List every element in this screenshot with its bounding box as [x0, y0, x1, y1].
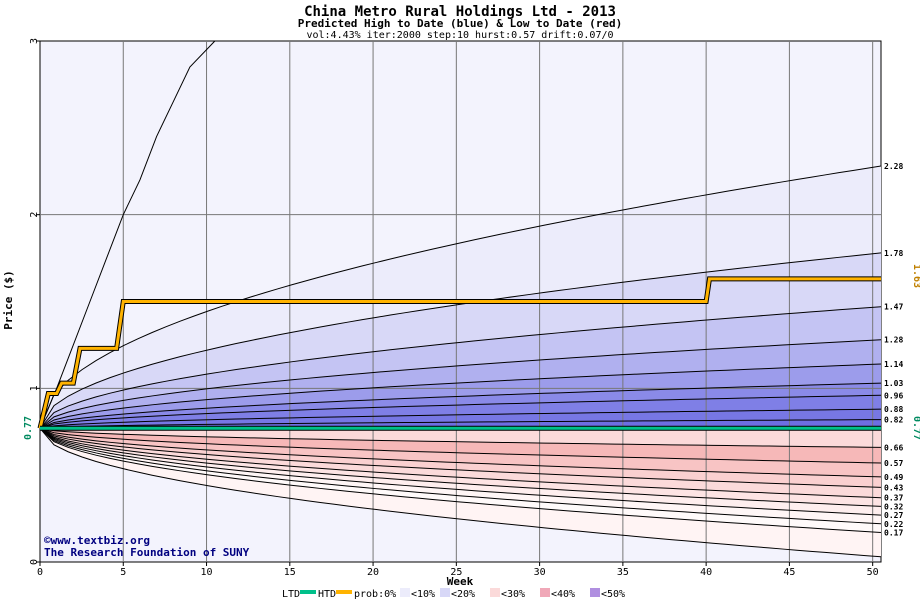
- curves-layer: [39, 40, 882, 558]
- high-curve-0: [39, 165, 882, 429]
- high-curve-5: [39, 382, 882, 429]
- high-curve-6: [39, 394, 882, 429]
- high-curve-2: [39, 306, 882, 429]
- high-end-label-3: 1.28: [884, 336, 903, 345]
- legend-htd: HTD: [318, 589, 336, 600]
- legend-item-2: <30%: [501, 589, 525, 600]
- x-tick-label-30: 30: [534, 567, 546, 578]
- low-curve-outer: [39, 427, 882, 558]
- chart-params: vol:4.43% iter:2000 step:10 hurst:0.57 d…: [306, 30, 613, 41]
- x-tick-label-20: 20: [367, 567, 379, 578]
- x-tick-label-15: 15: [284, 567, 296, 578]
- legend-item-4: <50%: [601, 589, 625, 600]
- chart-title: China Metro Rural Holdings Ltd - 2013: [304, 4, 616, 20]
- legend-item-1: <20%: [451, 589, 475, 600]
- high-curve-8: [39, 419, 882, 429]
- low-curve-2: [39, 427, 882, 478]
- high-end-label-2: 1.47: [884, 303, 903, 312]
- x-tick-label-40: 40: [700, 567, 712, 578]
- x-axis-label: Week: [447, 575, 474, 588]
- credit-org: The Research Foundation of SUNY: [44, 546, 250, 559]
- y-tick-label-1: 1: [29, 385, 40, 391]
- low-end-label-5: 0.32: [884, 502, 903, 511]
- high-curve-outer: [39, 40, 216, 429]
- low-end-label-2: 0.49: [884, 473, 903, 482]
- legend-swatch-2: [490, 588, 500, 597]
- low-curve-0: [39, 427, 882, 448]
- y-tick-label-3: 3: [29, 38, 40, 44]
- low-end-label-4: 0.37: [884, 494, 903, 503]
- low-end-label-7: 0.22: [884, 520, 903, 529]
- x-tick-label-0: 0: [37, 567, 43, 578]
- y-tick-label-2: 2: [29, 212, 40, 218]
- credit-site: ©www.textbiz.org: [44, 534, 150, 547]
- legend-item-0: <10%: [411, 589, 435, 600]
- high-curve-7: [39, 408, 882, 429]
- y-tick-label-0: 0: [29, 559, 40, 565]
- x-tick-label-50: 50: [867, 567, 879, 578]
- legend-htd-swatch: [336, 590, 352, 594]
- low-curve-8: [39, 427, 882, 533]
- right-labels-layer: 2.28 1.78 1.47 1.28 1.14 1.03 0.96 0.88 0.82 0.66…: [884, 162, 903, 537]
- x-tick-label-45: 45: [783, 567, 795, 578]
- high-curve-1: [39, 252, 882, 429]
- high-end-label-1: 1.78: [884, 249, 903, 258]
- legend: LTD HTD prob:0% <10% <20% <30% <40% <50%: [282, 588, 625, 600]
- low-curve-6: [39, 427, 882, 516]
- end-ltd-label: 0.77: [911, 416, 920, 440]
- low-end-label-6: 0.27: [884, 511, 903, 520]
- start-price-label: 0.77: [23, 416, 34, 440]
- low-end-label-8: 0.17: [884, 528, 903, 537]
- low-end-label-1: 0.57: [884, 459, 903, 468]
- legend-swatch-0: [400, 588, 410, 597]
- series-layer: [37, 276, 881, 431]
- high-end-label-4: 1.14: [884, 360, 903, 369]
- low-curve-5: [39, 427, 882, 507]
- ticks-layer: 0 5 10 15 20 25 30 35 40 45 50 0 1 2 3: [29, 38, 879, 578]
- high-end-label-7: 0.88: [884, 405, 903, 414]
- x-tick-label-25: 25: [450, 567, 462, 578]
- low-band-8: [40, 428, 881, 448]
- high-end-label-0: 2.28: [884, 162, 903, 171]
- low-curve-3: [39, 427, 882, 488]
- legend-swatch-1: [440, 588, 450, 597]
- chart-subtitle: Predicted High to Date (blue) & Low to D…: [298, 17, 623, 30]
- high-end-label-5: 1.03: [884, 379, 903, 388]
- legend-ltd-swatch: [300, 590, 316, 594]
- legend-swatch-3: [540, 588, 550, 597]
- legend-prob: prob:0%: [354, 589, 396, 600]
- low-end-label-3: 0.43: [884, 483, 903, 492]
- x-tick-label-35: 35: [617, 567, 629, 578]
- high-curve-4: [39, 363, 882, 429]
- legend-item-3: <40%: [551, 589, 575, 600]
- low-curve-1: [39, 427, 882, 464]
- series-line-htd: [38, 277, 881, 429]
- high-curve-3: [39, 339, 882, 429]
- end-htd-label: 1.63: [911, 264, 920, 288]
- high-end-label-6: 0.96: [884, 391, 903, 400]
- low-end-label-0: 0.66: [884, 443, 903, 452]
- high-end-label-8: 0.82: [884, 416, 903, 425]
- legend-swatch-4: [590, 588, 600, 597]
- x-tick-label-5: 5: [120, 567, 126, 578]
- y-axis-label: Price ($): [2, 270, 15, 330]
- low-curve-4: [39, 427, 882, 499]
- low-curve-7: [39, 427, 882, 525]
- legend-ltd: LTD: [282, 589, 300, 600]
- x-tick-label-10: 10: [201, 567, 213, 578]
